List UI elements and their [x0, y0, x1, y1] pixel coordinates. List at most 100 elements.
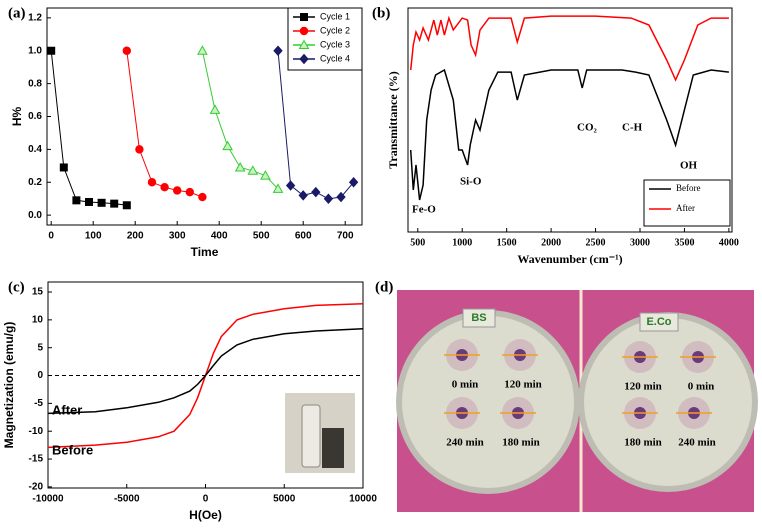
legend-box	[643, 179, 731, 227]
marker	[300, 13, 308, 21]
y-tick-label: 1.2	[28, 13, 42, 24]
marker	[299, 53, 309, 65]
panel-label: (d)	[375, 279, 393, 295]
x-axis-label: H(Oe)	[189, 508, 222, 522]
y-axis-label: Magnetization (emu/g)	[2, 322, 16, 449]
marker	[47, 46, 56, 55]
marker	[285, 180, 296, 191]
x-tick-label: 5000	[273, 494, 296, 505]
x-tick-label: 1000	[452, 237, 472, 248]
x-tick-label: 700	[337, 231, 354, 242]
y-tick-label: 15	[32, 287, 44, 298]
marker	[197, 45, 208, 55]
y-tick-label: 0.8	[28, 78, 42, 89]
y-tick-label: 10	[32, 315, 44, 326]
x-tick-label: 600	[295, 231, 312, 242]
annotation: C-H	[622, 122, 643, 134]
marker	[122, 46, 132, 55]
y-tick-label: 5	[37, 342, 43, 353]
legend-label: Cycle 4	[320, 53, 350, 63]
annotation: CO₂	[577, 122, 598, 134]
well-label: 180 min	[624, 437, 662, 449]
marker	[147, 178, 157, 187]
x-tick-label: -5000	[114, 494, 140, 505]
annotation: Fe-O	[412, 204, 436, 216]
panel-label: (c)	[8, 279, 25, 295]
marker	[299, 26, 309, 36]
y-tick-label: -10	[29, 426, 44, 437]
marker	[311, 186, 321, 198]
plate-tag	[462, 308, 496, 328]
series-line	[277, 50, 354, 200]
well-label: 0 min	[452, 379, 479, 391]
marker	[260, 170, 271, 180]
x-tick-label: 1500	[497, 237, 517, 248]
well-label: 120 min	[624, 381, 662, 393]
x-tick-label: 0	[203, 494, 209, 505]
x-tick-label: 4000	[719, 237, 739, 248]
marker	[272, 183, 284, 193]
marker	[348, 177, 359, 188]
x-tick-label: 100	[85, 231, 102, 242]
marker	[323, 193, 334, 204]
series-line	[50, 50, 127, 206]
legend-label: Cycle 1	[320, 11, 350, 21]
annotation: After	[52, 402, 82, 417]
x-tick-label: -10000	[32, 494, 64, 505]
marker	[85, 197, 93, 206]
y-tick-label: 0	[37, 370, 43, 381]
plate-name: BS	[471, 312, 486, 324]
annotation: OH	[680, 160, 698, 172]
x-tick-label: 2500	[586, 237, 606, 248]
legend-label: Cycle 3	[320, 39, 350, 49]
series-line	[47, 328, 364, 415]
magnet	[322, 428, 344, 468]
marker	[135, 145, 144, 154]
x-tick-label: 3500	[674, 237, 694, 248]
y-tick-label: 0.0	[28, 210, 42, 221]
well-label: 0 min	[688, 381, 715, 393]
x-tick-label: 200	[127, 231, 144, 242]
marker	[198, 192, 207, 202]
plate	[584, 318, 752, 486]
legend-label: Before	[676, 183, 701, 193]
series-line	[409, 68, 729, 201]
y-tick-label: 0.2	[28, 177, 42, 188]
marker	[97, 198, 106, 207]
panel-label: (a)	[8, 5, 26, 21]
marker	[209, 104, 221, 114]
plate	[402, 316, 574, 488]
marker	[222, 140, 233, 151]
x-axis-label: Time	[191, 245, 219, 259]
well-label: 240 min	[678, 437, 716, 449]
y-tick-label: 0.4	[28, 144, 42, 155]
series-line	[126, 50, 203, 198]
marker	[72, 196, 81, 205]
y-tick-label: -15	[29, 454, 44, 465]
marker	[185, 187, 195, 197]
x-tick-label: 10000	[349, 494, 377, 505]
marker	[59, 163, 68, 172]
x-tick-label: 0	[48, 231, 54, 242]
marker	[234, 161, 246, 172]
marker	[173, 186, 182, 195]
annotation: Before	[52, 442, 93, 457]
marker	[273, 45, 283, 56]
inset-photo	[285, 393, 355, 473]
well-label: 180 min	[502, 437, 540, 449]
x-tick-label: 500	[253, 231, 270, 242]
well-label: 240 min	[446, 437, 484, 449]
x-tick-label: 300	[169, 231, 186, 242]
y-tick-label: -5	[34, 398, 43, 409]
y-tick-label: 1.0	[28, 45, 42, 56]
x-axis-label: Wavenumber (cm⁻¹)	[517, 252, 622, 266]
well-label: 120 min	[504, 379, 542, 391]
panel-label: (b)	[372, 5, 390, 21]
series-line	[409, 15, 729, 82]
y-axis-label: Transmittance (%)	[386, 71, 400, 168]
marker	[122, 201, 131, 210]
y-tick-label: 0.6	[28, 111, 42, 122]
plate-name: E.Co	[646, 316, 671, 328]
annotation: Si-O	[460, 176, 482, 188]
